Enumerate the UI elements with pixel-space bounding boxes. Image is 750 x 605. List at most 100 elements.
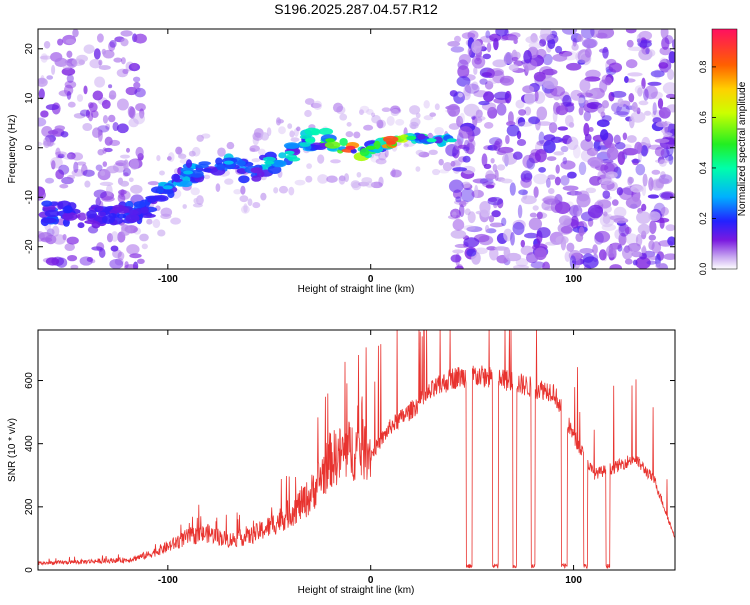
spectrogram-noise-blob [330, 159, 341, 164]
spectrogram-noise-blob [96, 33, 104, 43]
spectrogram-noise-blob [390, 108, 400, 117]
spectrogram-ridge-blob [250, 167, 263, 174]
spectrogram-noise-blob [572, 144, 581, 159]
spectrogram-noise-blob [98, 248, 106, 258]
spectrogram-noise-blob [501, 217, 507, 227]
spectrogram-noise-blob [45, 257, 60, 266]
spectrogram-noise-blob [119, 180, 130, 187]
spectrogram-noise-blob [432, 168, 440, 176]
spectrogram-noise-blob [363, 124, 374, 131]
spectrogram-noise-blob [98, 65, 111, 71]
colorbar-tick-label: 0.8 [698, 61, 708, 74]
spectrogram-noise-blob [452, 167, 468, 172]
spectrogram-noise-blob [624, 75, 629, 84]
spectrogram-noise-blob [550, 136, 563, 143]
spectrogram-noise-blob [545, 241, 558, 246]
spectrogram-noise-blob [442, 162, 453, 172]
x-tick-label: 0 [368, 575, 374, 586]
spectrogram-noise-blob [471, 40, 482, 54]
spectrogram-noise-blob [555, 45, 563, 54]
spectrogram-noise-blob [539, 38, 547, 47]
spectrogram-noise-blob [560, 225, 573, 234]
y-tick-label: 600 [24, 372, 35, 389]
spectrogram-noise-blob [625, 29, 637, 34]
spectrogram-noise-blob [526, 157, 536, 170]
snr-xlabel: Height of straight line (km) [298, 585, 415, 596]
spectrogram-noise-blob [448, 123, 460, 130]
spectrogram-noise-blob [666, 104, 675, 113]
y-tick-label: 400 [24, 435, 35, 452]
y-tick-label: 10 [24, 92, 35, 104]
spectrogram-ridge-blob [91, 221, 101, 229]
colorbar-tick-label: 0.4 [698, 162, 708, 175]
y-tick-label: -10 [24, 190, 35, 205]
spectrogram-noise-blob [581, 38, 598, 49]
spectrogram-noise-blob [370, 153, 381, 163]
y-tick-label: 20 [24, 43, 35, 55]
spectrogram-noise-blob [517, 204, 523, 219]
spectrogram-noise-blob [249, 147, 256, 153]
spectrogram-noise-blob [135, 146, 144, 158]
spectrogram-noise-blob [109, 40, 117, 48]
spectrogram-noise-blob [640, 145, 648, 157]
spectrogram-noise-blob [109, 258, 124, 269]
spectrogram-noise-blob [462, 146, 470, 151]
spectrogram-noise-blob [46, 75, 54, 80]
spectrogram-noise-blob [560, 160, 576, 170]
spectrogram-noise-blob [452, 249, 464, 254]
spectrogram-noise-blob [608, 62, 623, 73]
spectrogram-noise-blob [39, 55, 53, 60]
spectrogram-noise-blob [474, 247, 488, 255]
spectrogram-noise-blob [474, 117, 483, 124]
spectrogram-noise-blob [546, 177, 551, 188]
spectrogram-noise-blob [475, 109, 483, 119]
spectrogram-noise-blob [562, 185, 579, 191]
spectrogram-noise-blob [459, 112, 465, 124]
spectrogram-noise-blob [577, 97, 585, 104]
spectrogram-noise-blob [116, 68, 129, 78]
spectrogram-noise-blob [287, 123, 293, 129]
spectrogram-noise-blob [547, 174, 556, 180]
spectrogram-noise-blob [114, 257, 124, 266]
spectrogram-noise-blob [390, 169, 402, 178]
spectrogram-noise-blob [110, 231, 119, 242]
spectrogram-noise-blob [131, 62, 138, 70]
spectrogram-noise-blob [464, 83, 480, 94]
spectrogram-noise-blob [133, 81, 141, 89]
spectrogram-noise-blob [648, 144, 663, 150]
spectrogram-noise-blob [533, 71, 546, 82]
spectrogram-noise-blob [494, 138, 503, 148]
spectrogram-noise-blob [643, 88, 649, 101]
spectrogram-ridge-blob [44, 209, 60, 218]
spectrogram-noise-blob [626, 135, 637, 143]
spectrogram-ridge-blob [97, 211, 107, 217]
spectrogram-noise-blob [529, 212, 537, 218]
spectrogram-noise-blob [515, 257, 529, 267]
x-tick-label: 100 [565, 274, 582, 285]
spectrogram-noise-blob [626, 39, 634, 48]
spectrogram-noise-blob [646, 260, 657, 265]
snr-ylabel: SNR (10 * v/v) [7, 418, 18, 482]
spectrogram-noise-blob [631, 101, 638, 112]
spectrogram-noise-blob [631, 251, 643, 258]
spectrogram-noise-blob [571, 43, 579, 51]
spectrogram-noise-blob [659, 46, 672, 56]
spectrogram-noise-blob [634, 85, 645, 95]
spectrogram-noise-blob [98, 59, 103, 66]
spectrogram-noise-blob [564, 114, 574, 127]
snr-axes: -100 0 100 0 200 400 600 [24, 330, 675, 586]
spectrogram-noise-blob [648, 234, 657, 241]
spectrogram-noise-blob [130, 184, 143, 194]
spectrogram-noise-blob [578, 106, 584, 116]
spectrogram-noise-blob [533, 186, 539, 198]
spectrogram-noise-blob [504, 52, 514, 65]
spectrogram-noise-blob [651, 169, 661, 175]
spectrogram-noise-blob [566, 242, 575, 253]
spectrogram-noise-blob [625, 233, 639, 246]
spectrogram-noise-blob [464, 208, 471, 216]
spectrogram-noise-blob [89, 58, 102, 69]
spectrogram-noise-blob [415, 149, 424, 156]
spectrogram-ridge-blob [383, 135, 399, 143]
spectrogram-ridge-blob [283, 142, 300, 150]
